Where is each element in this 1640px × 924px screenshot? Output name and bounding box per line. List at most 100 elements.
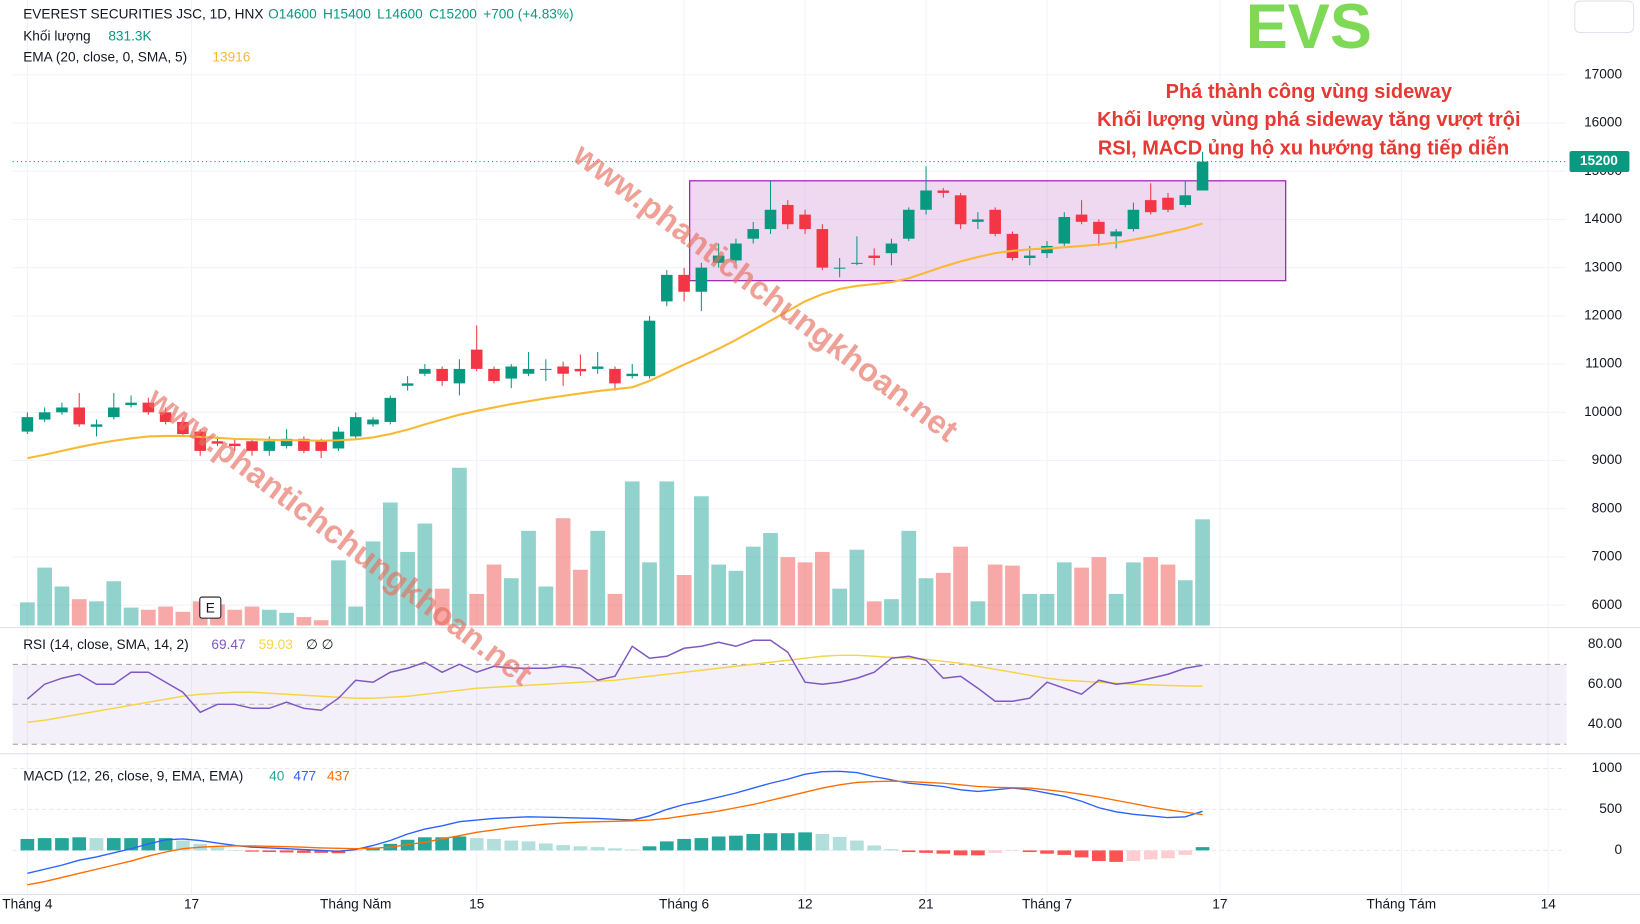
y-tick-label: 12000: [1584, 307, 1622, 322]
macd-histogram-bar: [504, 840, 519, 851]
candle-body: [1110, 231, 1122, 237]
toolbar-button[interactable]: [1574, 0, 1635, 34]
macd-histogram-bar: [625, 849, 640, 851]
x-tick-label: Tháng 4: [2, 897, 53, 912]
volume-bar: [313, 620, 329, 626]
candle-body: [972, 219, 984, 222]
candle-body: [1127, 209, 1140, 230]
volume-bar: [1091, 557, 1107, 626]
y-tick-label: 13000: [1584, 259, 1622, 274]
volume-bar: [711, 564, 727, 626]
candle-body: [505, 366, 518, 379]
x-tick-label: 15: [469, 897, 485, 912]
candle-body: [868, 255, 880, 258]
volume-bar: [175, 611, 191, 626]
volume-bar: [1143, 557, 1159, 626]
volume-bar: [745, 546, 761, 626]
macd-histogram-bar: [1109, 850, 1123, 862]
volume-bar: [227, 609, 243, 626]
candle-body: [1023, 255, 1036, 258]
volume-bar: [486, 564, 502, 626]
volume-bar: [20, 602, 35, 626]
volume-bar: [89, 601, 104, 626]
rsi-line: [27, 654, 1203, 724]
candle-body: [1196, 161, 1209, 191]
volume-bar: [694, 496, 709, 626]
macd-histogram-bar: [780, 833, 795, 851]
macd-histogram-bar: [1074, 850, 1089, 858]
macd-histogram-bar: [245, 850, 259, 852]
volume-bar: [901, 530, 917, 626]
y-tick-label: 10000: [1584, 404, 1622, 419]
volume-bar: [607, 593, 623, 626]
volume-bar: [1160, 564, 1176, 626]
volume-bar: [797, 562, 813, 626]
macd-histogram-bar: [936, 850, 951, 854]
volume-bar: [400, 551, 415, 626]
x-tick-label: Tháng Tám: [1367, 897, 1437, 912]
volume-bar: [590, 530, 606, 626]
volume-bar: [261, 609, 277, 626]
candle-body: [194, 431, 206, 451]
macd-histogram-bar: [521, 841, 536, 851]
macd-histogram-bar: [798, 832, 812, 851]
macd-histogram-bar: [1126, 850, 1141, 862]
y-tick-label: 11000: [1585, 356, 1622, 371]
macd-histogram-bar: [227, 849, 242, 851]
macd-histogram-bar: [867, 845, 882, 851]
volume-bar: [140, 609, 156, 626]
candle-body: [315, 441, 327, 451]
macd-histogram-bar: [314, 850, 329, 853]
rsi-tick-label: 40.00: [1588, 716, 1623, 731]
candle-body: [643, 320, 656, 377]
candle-body: [142, 402, 155, 413]
candle-body: [661, 274, 673, 302]
volume-bar: [573, 569, 588, 626]
rsi-title: RSI (14, close, SMA, 14, 2): [23, 637, 188, 652]
candle-body: [954, 195, 967, 225]
x-tick-label: Tháng Năm: [320, 897, 391, 912]
macd-histogram-bar: [210, 847, 225, 851]
candle-body: [73, 407, 86, 425]
macd-histogram-bar: [729, 835, 743, 851]
volume-bar: [642, 562, 657, 626]
macd-histogram-bar: [1195, 847, 1210, 851]
macd-histogram-bar: [763, 833, 778, 851]
event-marker: E: [206, 600, 215, 615]
volume-bar: [780, 557, 796, 626]
candle-body: [488, 368, 500, 381]
candle-body: [764, 209, 777, 230]
macd-hist-value: 40: [269, 768, 285, 783]
volume-bar: [37, 567, 53, 626]
macd-histogram-bar: [1178, 850, 1193, 855]
volume-bar: [382, 502, 398, 626]
volume-bar: [1074, 567, 1089, 626]
candle-body: [1041, 245, 1053, 254]
volume-bar: [763, 533, 778, 626]
volume-bar: [987, 564, 1003, 626]
candle-body: [384, 397, 397, 422]
sideway-box: [689, 180, 1287, 282]
volume-bar: [348, 606, 364, 626]
macd-histogram-bar: [1161, 850, 1175, 859]
volume-bar: [866, 601, 882, 626]
candle-body: [108, 407, 120, 418]
candle-body: [989, 209, 1001, 234]
candle-body: [177, 421, 189, 435]
candle-body: [125, 402, 137, 406]
candle-body: [211, 441, 224, 444]
candle-body: [367, 419, 379, 425]
x-tick-label: 21: [918, 897, 933, 912]
volume-bar: [728, 570, 744, 626]
event-marker-box: [199, 596, 222, 619]
y-tick-label: 9000: [1592, 452, 1623, 467]
x-tick-label: 17: [1212, 897, 1227, 912]
candle-body: [401, 383, 414, 386]
candle-body: [591, 366, 604, 369]
macd-histogram-bar: [901, 850, 916, 853]
volume-bar: [918, 578, 934, 626]
volume-bar: [1177, 580, 1193, 626]
macd-histogram-bar: [348, 850, 363, 852]
rsi-flags: ∅ ∅: [306, 637, 334, 652]
candle-body: [695, 267, 708, 292]
